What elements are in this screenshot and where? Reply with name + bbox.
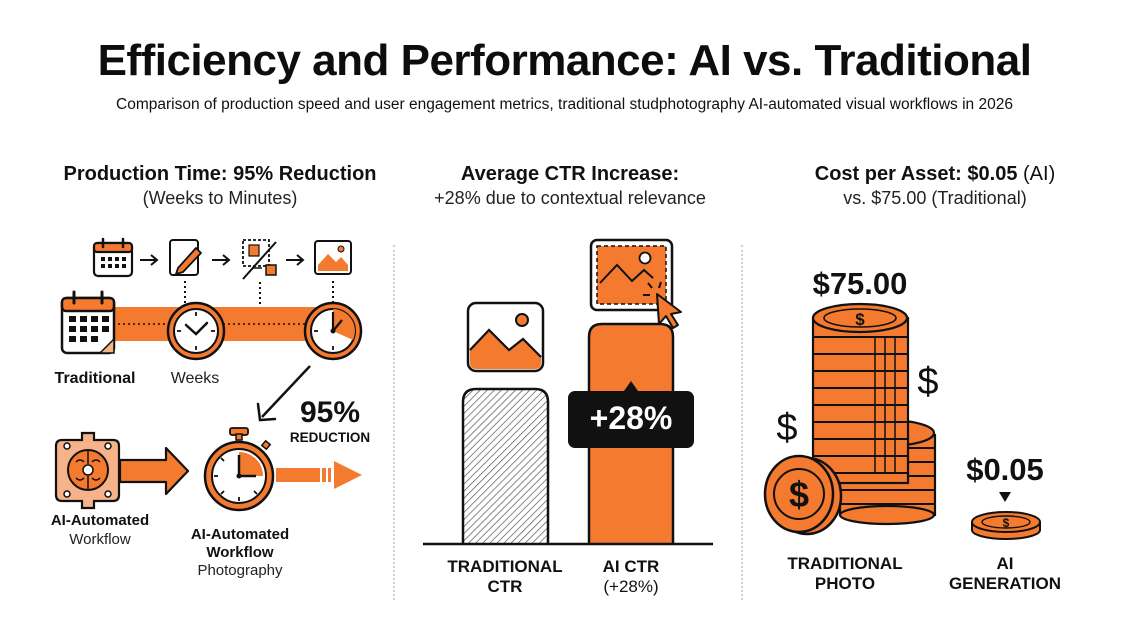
edit-pencil-icon bbox=[169, 239, 202, 276]
ai-source-sub: Workflow bbox=[69, 531, 131, 548]
traditional-ctr-bar bbox=[461, 387, 550, 543]
production-diagram bbox=[54, 237, 363, 512]
reduction-value: 95% bbox=[299, 396, 361, 429]
stopwatch-icon bbox=[203, 427, 275, 512]
page-title: Efficiency and Performance: AI vs. Tradi… bbox=[97, 36, 1032, 85]
ai-ctr-label-1: AI CTR bbox=[602, 557, 660, 576]
cost-title-tail: (AI) bbox=[1017, 163, 1056, 185]
cost-subtitle: vs. $75.00 (Traditional) bbox=[843, 188, 1027, 208]
ai-result-bold-1: AI-Automated bbox=[190, 526, 290, 543]
traditional-photo-label-1: TRADITIONAL bbox=[787, 554, 903, 573]
arrow-right-icon bbox=[118, 446, 190, 496]
ai-source-bold: AI-Automated bbox=[50, 512, 150, 529]
dollar-icon: $ bbox=[1003, 516, 1010, 530]
ai-generation-label-1: AI bbox=[996, 554, 1014, 573]
traditional-ctr-label-1: TRADITIONAL bbox=[447, 557, 563, 576]
ctr-bar-chart bbox=[423, 238, 713, 546]
traditional-calendar-icon bbox=[60, 290, 116, 355]
section-divider-right bbox=[741, 245, 743, 600]
dollar-icon: $ bbox=[855, 310, 865, 329]
image-icon bbox=[314, 240, 352, 275]
section-divider-left bbox=[393, 245, 395, 600]
ai-result-bold-2: Workflow bbox=[206, 544, 274, 561]
production-title: Production Time: 95% Reduction bbox=[63, 163, 377, 185]
page-subtitle: Comparison of production speed and user … bbox=[116, 96, 1013, 113]
cursor-icon bbox=[643, 281, 682, 329]
dollar-icon: $ bbox=[776, 407, 797, 449]
ai-brain-chip-icon bbox=[54, 431, 121, 510]
weeks-label: Weeks bbox=[170, 370, 220, 387]
clicked-image-icon bbox=[589, 238, 674, 312]
reduction-label: REDUCTION bbox=[289, 430, 371, 445]
ai-result-sub: Photography bbox=[197, 562, 283, 579]
arrow-right-icon bbox=[140, 254, 159, 266]
ai-generation-label-2: GENERATION bbox=[948, 574, 1062, 593]
front-coin-icon bbox=[763, 454, 843, 536]
arrow-right-icon bbox=[286, 254, 305, 266]
clock-icon bbox=[166, 301, 226, 361]
ctr-badge-text: +28% bbox=[589, 400, 673, 436]
ctr-increase-badge bbox=[568, 381, 694, 448]
ai-cost-value: $0.05 bbox=[966, 452, 1044, 487]
cost-title-bold: Cost per Asset: $0.05 bbox=[814, 163, 1018, 185]
speed-arrow-icon bbox=[276, 461, 362, 489]
cost-title: Cost per Asset: $0.05 (AI) bbox=[745, 163, 1125, 186]
retouch-document-icon bbox=[242, 239, 277, 280]
dollar-icon: $ bbox=[917, 361, 938, 403]
traditional-label: Traditional bbox=[54, 370, 136, 387]
ai-coin-icon bbox=[971, 511, 1041, 540]
ai-ctr-label-2: (+28%) bbox=[603, 577, 659, 596]
production-subtitle: (Weeks to Minutes) bbox=[142, 188, 298, 208]
arrow-right-icon bbox=[212, 254, 231, 266]
coin-stack-illustration: $ $ $ $ $ bbox=[763, 302, 1041, 540]
traditional-ctr-label-2: CTR bbox=[487, 577, 523, 596]
pointer-triangle-icon bbox=[999, 492, 1011, 502]
traditional-photo-label-2: PHOTO bbox=[814, 574, 876, 593]
ctr-title: Average CTR Increase: bbox=[460, 163, 680, 185]
traditional-cost-value: $75.00 bbox=[812, 266, 908, 301]
image-icon bbox=[466, 301, 545, 373]
arrow-down-left-icon bbox=[256, 365, 311, 422]
dollar-icon: $ bbox=[789, 474, 809, 515]
calendar-icon bbox=[92, 237, 134, 278]
clock-progress-icon bbox=[303, 301, 363, 361]
ctr-subtitle: +28% due to contextual relevance bbox=[434, 188, 706, 208]
coin-stack-tall bbox=[811, 302, 910, 485]
